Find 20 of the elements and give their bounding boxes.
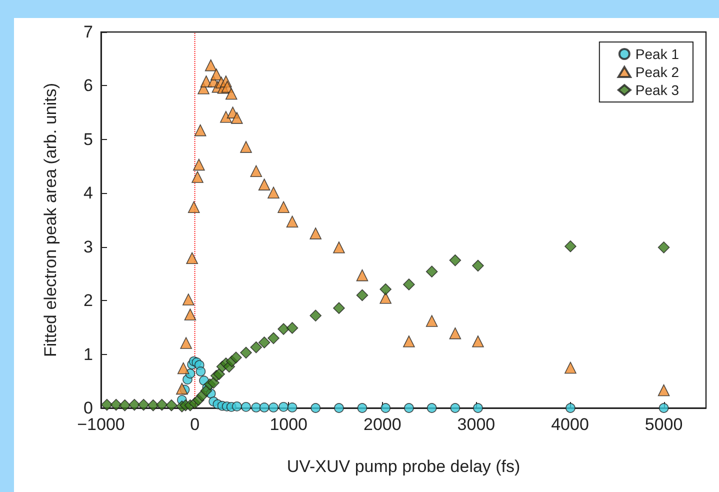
x-tick-label: 5000 bbox=[644, 415, 683, 434]
y-tick-label: 6 bbox=[84, 76, 93, 96]
y-tick-label: 1 bbox=[84, 344, 93, 364]
y-tick-label: 3 bbox=[84, 237, 93, 256]
x-tick-label: 4000 bbox=[551, 415, 589, 434]
x-tick-label: 1000 bbox=[270, 415, 308, 434]
legend-label: Peak 2 bbox=[635, 64, 680, 80]
legend-label: Peak 3 bbox=[635, 82, 680, 98]
y-axis-title: Fitted electron peak area (arb. units) bbox=[41, 82, 60, 358]
x-tick-label: −1000 bbox=[77, 415, 125, 434]
x-tick-label: 0 bbox=[190, 415, 200, 434]
y-tick-label: 2 bbox=[84, 291, 93, 310]
y-tick-label: 0 bbox=[84, 398, 93, 418]
legend-label: Peak 1 bbox=[635, 46, 680, 62]
y-tick-label: 5 bbox=[84, 130, 93, 149]
x-tick-label: 2000 bbox=[363, 415, 402, 434]
y-tick-label: 4 bbox=[84, 184, 93, 203]
y-tick-label: 7 bbox=[84, 22, 93, 42]
x-axis-title: UV-XUV pump probe delay (fs) bbox=[286, 457, 520, 476]
x-tick-label: 3000 bbox=[457, 415, 496, 434]
